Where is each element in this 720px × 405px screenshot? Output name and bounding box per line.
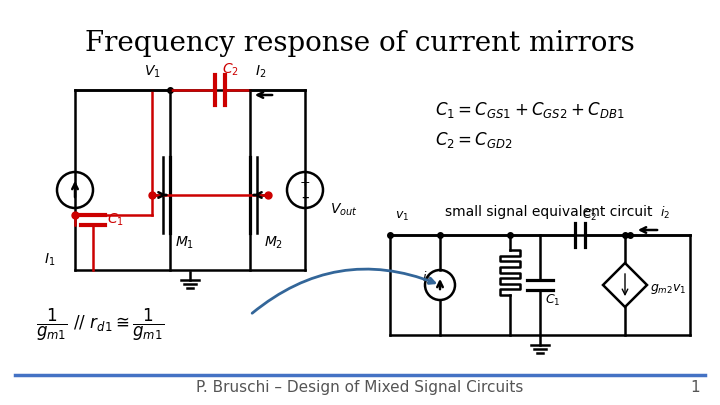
Text: Frequency response of current mirrors: Frequency response of current mirrors [85,30,635,57]
Text: $M_1$: $M_1$ [175,235,194,251]
Text: $C_2$: $C_2$ [222,62,239,78]
Text: $I_1$: $I_1$ [45,252,55,268]
Text: $V_1$: $V_1$ [143,64,161,80]
Text: $C_1$: $C_1$ [545,293,560,308]
Text: $V_{out}$: $V_{out}$ [330,202,358,218]
Text: $I_2$: $I_2$ [255,64,266,80]
Text: –: – [301,190,309,205]
Text: $\dfrac{1}{g_{m1}}\ //\ r_{d1} \cong \dfrac{1}{g_{m1}}$: $\dfrac{1}{g_{m1}}\ //\ r_{d1} \cong \df… [36,307,164,343]
Text: $v_1$: $v_1$ [395,210,409,223]
Text: $C_2$: $C_2$ [582,208,598,223]
Text: $C_1$: $C_1$ [107,212,124,228]
Text: $C_2 = C_{GD2}$: $C_2 = C_{GD2}$ [435,130,513,150]
Text: small signal equivalent circuit: small signal equivalent circuit [445,205,652,219]
Text: $M_2$: $M_2$ [264,235,283,251]
Text: P. Bruschi – Design of Mixed Signal Circuits: P. Bruschi – Design of Mixed Signal Circ… [197,380,523,395]
Text: $g_{m2}v_1$: $g_{m2}v_1$ [650,282,686,296]
Text: $i_1$: $i_1$ [422,270,432,286]
Text: $i_2$: $i_2$ [660,205,670,221]
Text: $C_1 = C_{GS1} + C_{GS2} + C_{DB1}$: $C_1 = C_{GS1} + C_{GS2} + C_{DB1}$ [435,100,624,120]
Text: 1: 1 [690,380,700,395]
Text: +: + [300,177,310,190]
